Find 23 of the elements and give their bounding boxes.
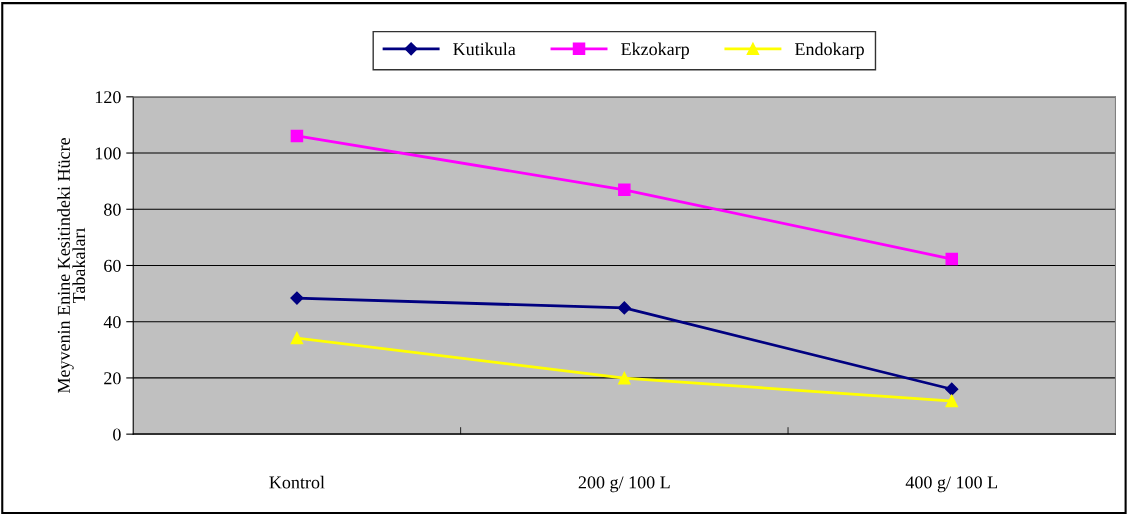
point — [617, 301, 631, 315]
y-tick-label: 80 — [104, 203, 121, 216]
y-tick-label: 0 — [113, 428, 121, 441]
point — [945, 382, 959, 396]
y-tick-label: 100 — [95, 147, 121, 160]
point — [290, 129, 304, 143]
y-tick-label: 60 — [104, 259, 121, 272]
y-tick-label: 40 — [103, 315, 121, 329]
x-tick-label: Kontrol — [269, 475, 325, 489]
point — [618, 371, 631, 385]
legend-label: Ekzokarp — [621, 42, 690, 59]
x-tick-label: 400 g/ 100 L — [905, 476, 998, 493]
legend-label: Endokarp — [794, 42, 864, 59]
point — [945, 252, 958, 266]
legend-label: Kutikula — [453, 42, 516, 56]
x-tick-label: 200 g/ 100 L — [578, 476, 670, 493]
point — [290, 331, 304, 345]
point — [618, 183, 631, 197]
y-axis-title: Meyvenin Enine Kesitindeki Hücre Tabakaları — [57, 138, 86, 394]
y-tick-label: 120 — [95, 91, 121, 104]
point — [945, 394, 958, 408]
y-tick-label: 20 — [104, 372, 121, 385]
point — [290, 291, 304, 305]
